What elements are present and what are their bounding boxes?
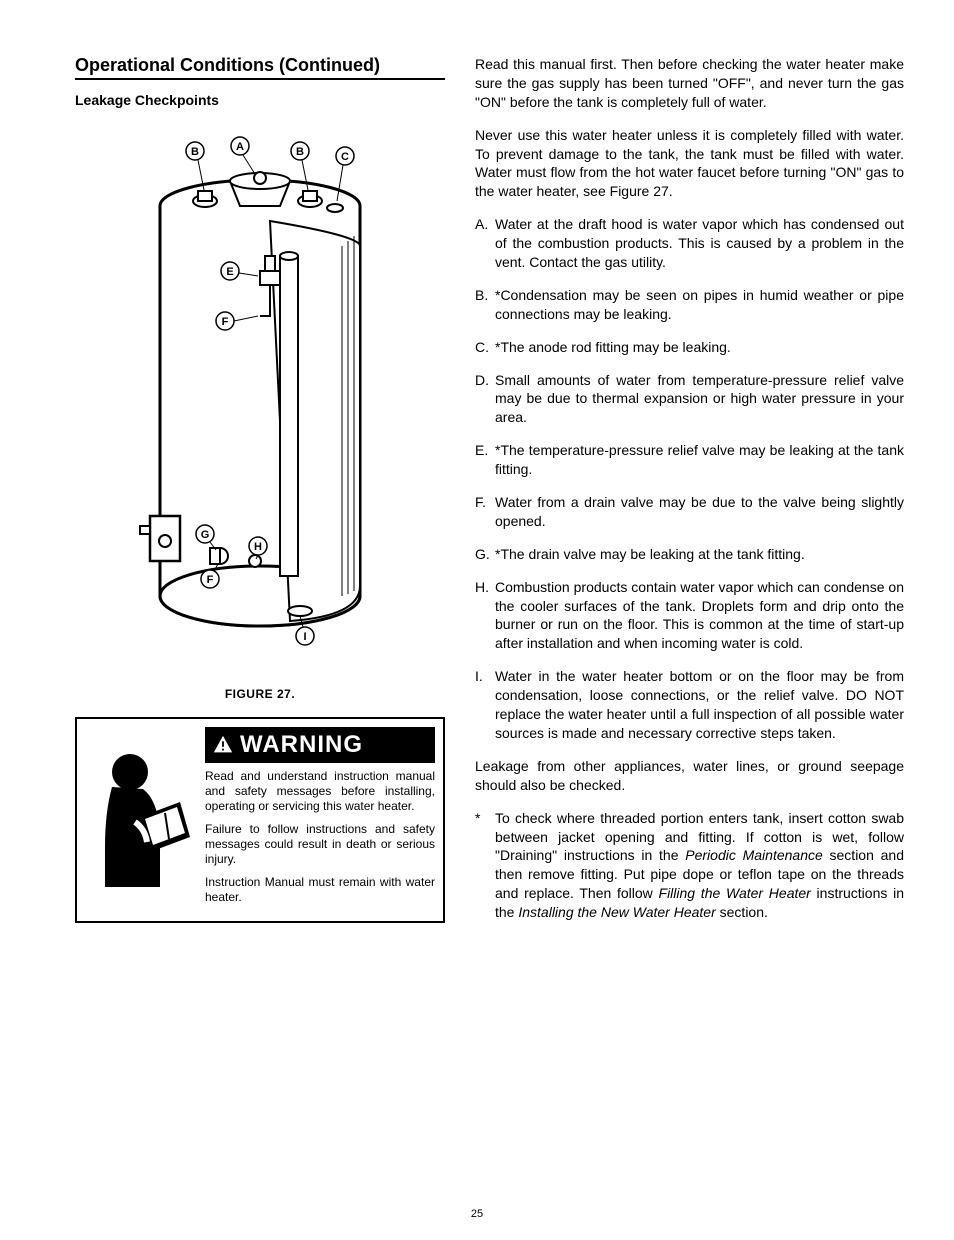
svg-text:F: F [207,574,214,586]
checkpoint-text: *The anode rod fitting may be leaking. [495,338,904,357]
svg-text:A: A [236,141,244,153]
checkpoint-item: C.*The anode rod fitting may be leaking. [475,338,904,357]
checkpoint-item: D.Small amounts of water from temperatur… [475,371,904,428]
warning-p3: Instruction Manual must remain with wate… [205,875,435,905]
svg-text:E: E [226,266,233,278]
checkpoint-item: A.Water at the draft hood is water vapor… [475,215,904,272]
figure-27: B A B C E F G H F I FIGURE 27. [75,116,445,701]
warning-p1: Read and understand instruction manual a… [205,769,435,814]
water-heater-diagram: B A B C E F G H F I [110,116,410,676]
intro-p2: Never use this water heater unless it is… [475,126,904,202]
svg-text:F: F [222,316,229,328]
figure-caption: FIGURE 27. [75,687,445,701]
checkpoint-label: A. [475,215,495,272]
callout-a: A [231,137,255,174]
intro-p1: Read this manual first. Then before chec… [475,55,904,112]
section-title: Operational Conditions (Continued) [75,55,445,80]
checkpoint-text: Combustion products contain water vapor … [495,578,904,654]
svg-text:B: B [191,146,199,158]
warning-triangle-icon [212,734,234,756]
footnote-label: * [475,809,495,922]
checkpoint-item: I.Water in the water heater bottom or on… [475,667,904,743]
callout-b1: B [186,142,204,190]
warning-p2: Failure to follow instructions and safet… [205,822,435,867]
outro-p1: Leakage from other appliances, water lin… [475,757,904,795]
footnote-body: To check where threaded portion enters t… [495,809,904,922]
checkpoint-label: F. [475,493,495,531]
checkpoint-label: C. [475,338,495,357]
checkpoint-text: Water at the draft hood is water vapor w… [495,215,904,272]
footnote-star: * To check where threaded portion enters… [475,809,904,922]
warning-label: WARNING [240,731,363,759]
checkpoint-item: G.*The drain valve may be leaking at the… [475,545,904,564]
page-number: 25 [0,1208,954,1220]
checkpoint-label: I. [475,667,495,743]
svg-text:I: I [303,631,306,643]
reading-person-icon [85,747,195,887]
checkpoint-item: H.Combustion products contain water vapo… [475,578,904,654]
checkpoint-label: H. [475,578,495,654]
checkpoint-label: E. [475,441,495,479]
checkpoint-text: *The temperature-pressure relief valve m… [495,441,904,479]
checkpoint-item: F.Water from a drain valve may be due to… [475,493,904,531]
warning-box: WARNING Read and understand instruction … [75,717,445,923]
checkpoint-item: B.*Condensation may be seen on pipes in … [475,286,904,324]
checkpoint-item: E.*The temperature-pressure relief valve… [475,441,904,479]
sub-title: Leakage Checkpoints [75,92,445,108]
checkpoint-text: Water from a drain valve may be due to t… [495,493,904,531]
svg-text:G: G [201,529,210,541]
checkpoint-label: G. [475,545,495,564]
checkpoint-text: Small amounts of water from temperature-… [495,371,904,428]
checkpoint-text: Water in the water heater bottom or on t… [495,667,904,743]
warning-banner: WARNING [205,727,435,763]
svg-text:C: C [341,151,349,163]
checkpoint-text: *The drain valve may be leaking at the t… [495,545,904,564]
svg-text:H: H [254,541,262,553]
checkpoint-label: B. [475,286,495,324]
svg-text:B: B [296,146,304,158]
checkpoint-text: *Condensation may be seen on pipes in hu… [495,286,904,324]
checkpoint-label: D. [475,371,495,428]
